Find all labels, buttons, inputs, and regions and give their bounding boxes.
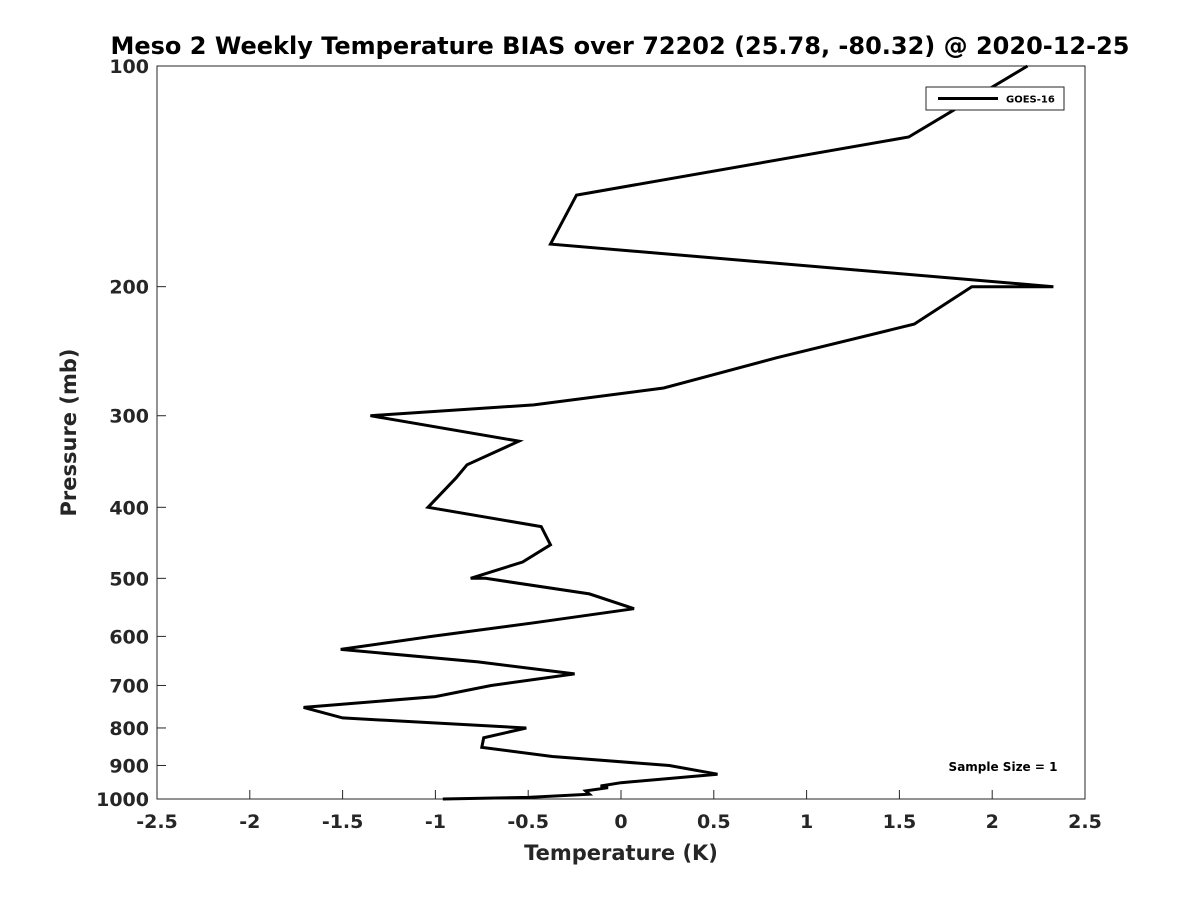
x-tick-label: 1.5: [883, 811, 917, 833]
y-axis-label: Pressure (mb): [57, 349, 81, 517]
y-axis: 100 200 300 400 500 600 700 800 900 1000: [96, 56, 166, 811]
y-tick-label: 300: [109, 406, 149, 428]
x-axis-label: Temperature (K): [524, 841, 718, 865]
x-tick-label: 2.5: [1068, 811, 1102, 833]
x-tick-label: -1: [425, 811, 446, 833]
y-tick-label: 200: [109, 277, 149, 299]
x-tick-label: -0.5: [507, 811, 549, 833]
legend-label-goes-16: GOES-16: [1006, 95, 1055, 106]
chart-title: Meso 2 Weekly Temperature BIAS over 7220…: [110, 32, 1129, 60]
legend: GOES-16: [925, 86, 1065, 111]
y-tick-label: 600: [109, 626, 149, 648]
x-tick-label: 2: [986, 811, 999, 833]
y-tick-label: 900: [109, 755, 149, 777]
x-tick-label: -2: [239, 811, 260, 833]
y-tick-label: 1000: [96, 789, 149, 811]
x-tick-label: 0.5: [697, 811, 731, 833]
y-tick-label: 700: [109, 675, 149, 697]
y-tick-label: 500: [109, 568, 149, 590]
x-tick-label: -1.5: [322, 811, 364, 833]
series-line-goes-16: [303, 64, 1054, 801]
x-tick-label: 0: [614, 811, 627, 833]
sample-size-annotation: Sample Size = 1: [949, 760, 1058, 774]
x-tick-label: 1: [800, 811, 813, 833]
y-tick-label: 100: [109, 56, 149, 78]
series-lines: [303, 64, 1054, 801]
x-axis: -2.5 -2 -1.5 -1 -0.5 0 0.5 1 1.5 2 2.5: [136, 790, 1102, 833]
y-tick-label: 400: [109, 497, 149, 519]
x-tick-label: -2.5: [136, 811, 178, 833]
y-tick-label: 800: [109, 718, 149, 740]
